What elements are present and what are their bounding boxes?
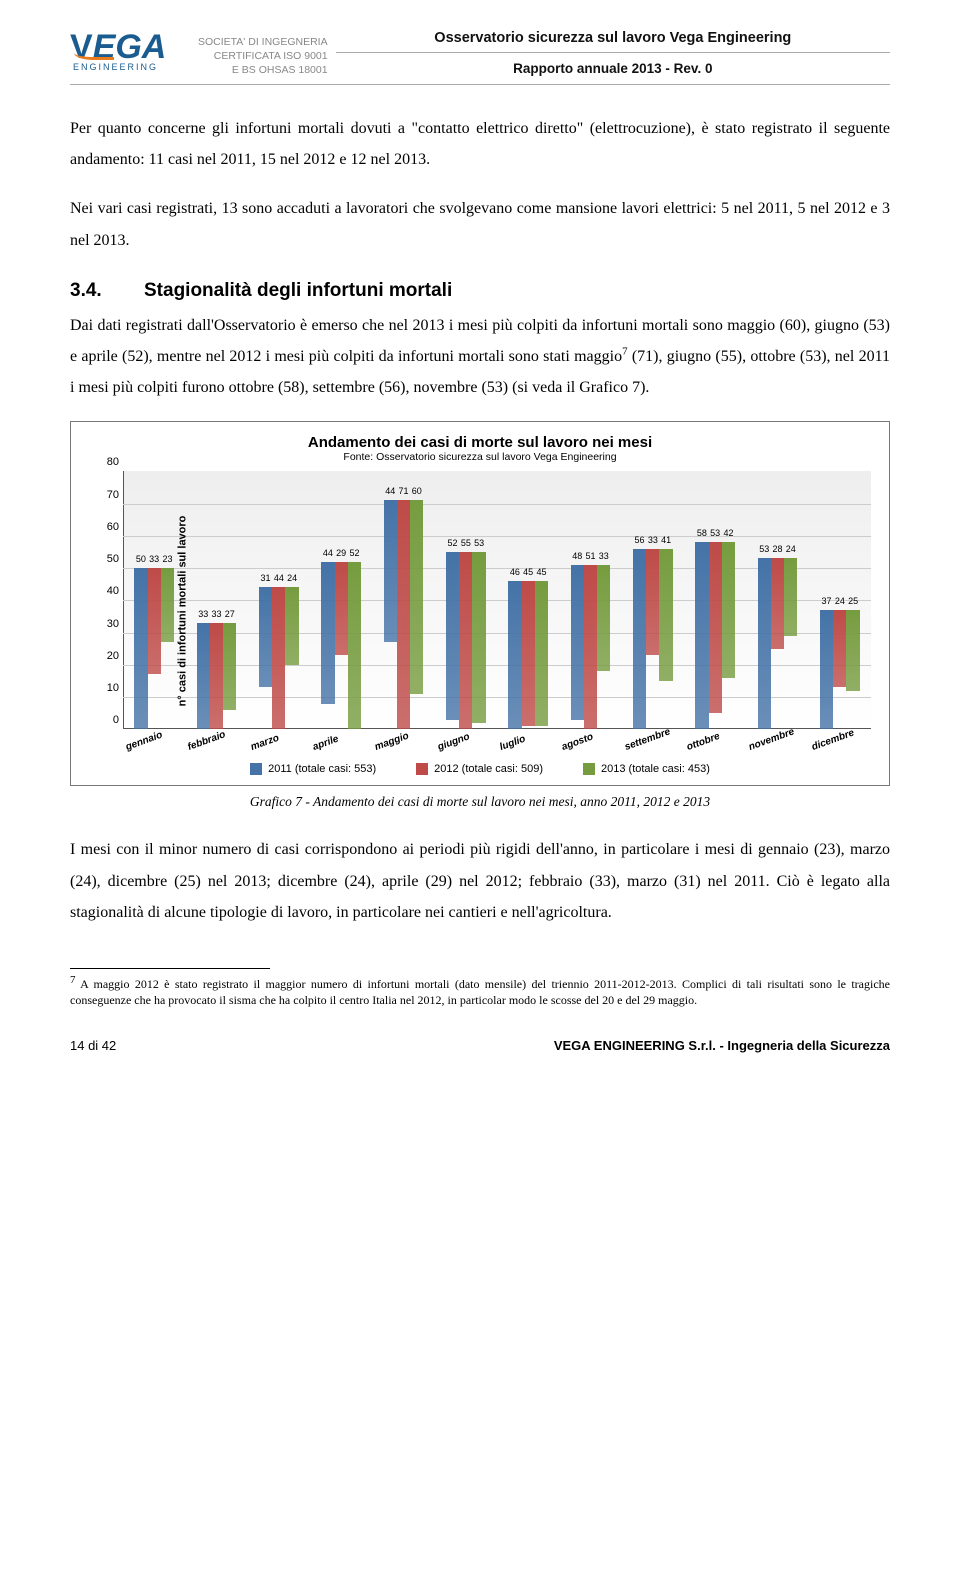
bar: 23 <box>161 568 174 642</box>
bar-group: 314424 <box>259 587 299 729</box>
legend-swatch <box>416 763 428 775</box>
bar: 55 <box>459 552 472 729</box>
bar: 46 <box>508 581 521 729</box>
bar: 44 <box>272 587 285 729</box>
y-tick-label: 40 <box>97 585 119 597</box>
bar-group: 372425 <box>820 610 860 729</box>
x-tick-label: luglio <box>498 734 527 753</box>
x-tick-label: febbraio <box>187 729 228 753</box>
bar: 71 <box>397 500 410 729</box>
bar: 52 <box>348 562 361 730</box>
page-header: VEGA ENGINEERING SOCIETA' DI INGEGNERIA … <box>70 30 890 85</box>
bar: 33 <box>597 565 610 671</box>
bar: 33 <box>646 549 659 655</box>
chart-container: Andamento dei casi di morte sul lavoro n… <box>70 421 890 786</box>
bar: 37 <box>820 610 833 729</box>
x-tick-label: settembre <box>623 727 672 754</box>
bar: 50 <box>134 568 147 729</box>
chart-title: Andamento dei casi di morte sul lavoro n… <box>83 434 877 451</box>
bar: 29 <box>335 562 348 656</box>
bar: 60 <box>410 500 423 694</box>
bar-group: 525553 <box>446 552 486 729</box>
paragraph-3: Dai dati registrati dall'Osservatorio è … <box>70 310 890 404</box>
bar: 28 <box>771 558 784 648</box>
vega-logo: VEGA ENGINEERING <box>70 30 200 78</box>
x-tick-label: giugno <box>436 732 471 754</box>
chart-legend: 2011 (totale casi: 553) 2012 (totale casi… <box>83 763 877 775</box>
x-tick-label: gennaio <box>124 730 164 753</box>
y-tick-label: 70 <box>97 489 119 501</box>
doc-subtitle: Rapporto annuale 2013 - Rev. 0 <box>336 61 890 76</box>
bar: 33 <box>197 623 210 729</box>
bar: 45 <box>522 581 535 726</box>
bar: 27 <box>223 623 236 710</box>
legend-item: 2011 (totale casi: 553) <box>250 763 376 775</box>
bar: 51 <box>584 565 597 729</box>
bar-group: 563341 <box>633 549 673 730</box>
page-footer: 14 di 42 VEGA ENGINEERING S.r.l. - Ingeg… <box>70 1038 890 1053</box>
bar: 48 <box>571 565 584 720</box>
bar: 25 <box>846 610 859 691</box>
bar: 58 <box>695 542 708 729</box>
bar: 24 <box>285 587 298 664</box>
legend-item: 2012 (totale casi: 509) <box>416 763 543 775</box>
legend-item: 2013 (totale casi: 453) <box>583 763 710 775</box>
bar: 53 <box>709 542 722 713</box>
bar: 53 <box>472 552 485 723</box>
section-heading: 3.4.Stagionalità degli infortuni mortali <box>70 280 890 302</box>
x-tick-label: agosto <box>561 732 596 754</box>
page-number: 14 di 42 <box>70 1038 116 1053</box>
bar-group: 442952 <box>321 562 361 730</box>
bar-group: 464545 <box>508 581 548 729</box>
paragraph-2: Nei vari casi registrati, 13 sono accadu… <box>70 193 890 255</box>
bar: 31 <box>259 587 272 687</box>
bar-group: 447160 <box>384 500 424 729</box>
y-tick-label: 30 <box>97 618 119 630</box>
y-tick-label: 20 <box>97 650 119 662</box>
bar: 53 <box>758 558 771 729</box>
bar: 42 <box>722 542 735 677</box>
bar-group: 585342 <box>695 542 735 729</box>
bar: 44 <box>384 500 397 642</box>
y-tick-label: 60 <box>97 521 119 533</box>
footnote-separator <box>70 968 270 969</box>
x-tick-label: dicembre <box>810 728 856 754</box>
y-tick-label: 10 <box>97 682 119 694</box>
bar: 52 <box>446 552 459 720</box>
y-tick-label: 50 <box>97 553 119 565</box>
chart-caption: Grafico 7 - Andamento dei casi di morte … <box>70 794 890 810</box>
bar: 41 <box>659 549 672 681</box>
bar-group: 532824 <box>758 558 798 729</box>
paragraph-4: I mesi con il minor numero di casi corri… <box>70 834 890 928</box>
bar: 33 <box>210 623 223 729</box>
footer-company: VEGA ENGINEERING S.r.l. - Ingegneria del… <box>554 1038 890 1053</box>
bar: 56 <box>633 549 646 730</box>
x-tick-label: marzo <box>249 733 280 753</box>
doc-title: Osservatorio sicurezza sul lavoro Vega E… <box>336 30 890 53</box>
legend-swatch <box>250 763 262 775</box>
bar-group: 485133 <box>571 565 611 729</box>
y-tick-label: 0 <box>97 714 119 726</box>
y-tick-label: 80 <box>97 456 119 468</box>
x-tick-label: ottobre <box>685 731 721 753</box>
certification-text: SOCIETA' DI INGEGNERIA CERTIFICATA ISO 9… <box>198 35 328 78</box>
footnote: 7 A maggio 2012 è stato registrato il ma… <box>70 973 890 1008</box>
x-tick-label: maggio <box>374 731 411 753</box>
bar: 45 <box>535 581 548 726</box>
chart-subtitle: Fonte: Osservatorio sicurezza sul lavoro… <box>83 451 877 463</box>
x-tick-label: aprile <box>311 734 340 753</box>
x-tick-label: novembre <box>748 727 797 754</box>
bar: 33 <box>148 568 161 674</box>
bar: 24 <box>833 610 846 687</box>
bar: 44 <box>321 562 334 704</box>
bar: 24 <box>784 558 797 635</box>
bar-group: 503323 <box>134 568 174 729</box>
bar-group: 333327 <box>197 623 237 729</box>
paragraph-1: Per quanto concerne gli infortuni mortal… <box>70 113 890 175</box>
chart-plot: 01020304050607080 n° casi di infortuni m… <box>123 471 871 751</box>
legend-swatch <box>583 763 595 775</box>
